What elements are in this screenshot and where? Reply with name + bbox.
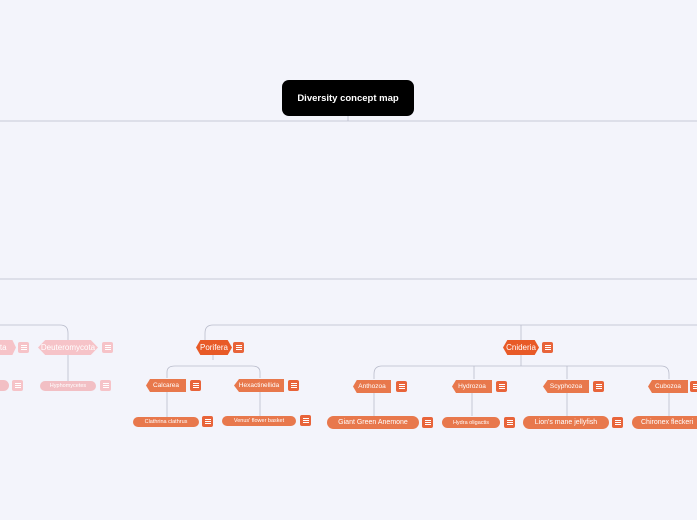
topic-label: Cubozoa	[654, 383, 682, 390]
topic-label: Cnideria	[506, 343, 536, 352]
topic-lions-mane-jellyfish[interactable]: Lion's mane jellyfish	[523, 416, 609, 429]
note-icon[interactable]	[288, 380, 299, 391]
connector-line	[166, 355, 261, 378]
topic-hydrozoa[interactable]: Hydrozoa	[452, 380, 492, 393]
topic-label: Lion's mane jellyfish	[534, 419, 598, 426]
connector-line	[204, 324, 697, 341]
topic-hyphomycetes[interactable]: Hyphomycetes	[40, 381, 96, 391]
note-icon[interactable]	[422, 417, 433, 428]
note-icon[interactable]	[18, 342, 29, 353]
topic-label: ota	[0, 343, 7, 352]
topic-label: Venus' flower basket	[233, 418, 285, 424]
topic-label: Chironex fleckeri	[641, 419, 694, 426]
connector-line	[373, 355, 670, 379]
topic-porifera[interactable]: Porifera	[196, 340, 232, 355]
topic-partial-left-leaf[interactable]	[0, 380, 9, 391]
topic-cubozoa[interactable]: Cubozoa	[648, 380, 688, 393]
topic-label: Anthozoa	[358, 383, 386, 390]
topic-hexactinellida[interactable]: Hexactinellida	[234, 379, 284, 392]
topic-partial-left[interactable]: ota	[0, 340, 16, 355]
topic-label: Calcarea	[152, 382, 179, 389]
topic-label: Deuteromycota	[40, 343, 96, 352]
topic-venus-flower-basket[interactable]: Venus' flower basket	[222, 416, 296, 426]
root-topic-label: Diversity concept map	[297, 92, 399, 104]
topic-label: Clathrina clathrus	[144, 419, 188, 425]
note-icon[interactable]	[504, 417, 515, 428]
topic-label: Giant Green Anemone	[338, 419, 408, 426]
topic-label: Hydra oligactis	[452, 419, 490, 426]
topic-label: Hydrozoa	[458, 383, 486, 390]
note-icon[interactable]	[202, 416, 213, 427]
note-icon[interactable]	[612, 417, 623, 428]
note-icon[interactable]	[690, 381, 697, 392]
topic-cnideria[interactable]: Cnideria	[503, 340, 539, 355]
note-icon[interactable]	[396, 381, 407, 392]
note-icon[interactable]	[542, 342, 553, 353]
note-icon[interactable]	[233, 342, 244, 353]
topic-hydra-oligactis[interactable]: Hydra oligactis	[442, 417, 500, 428]
note-icon[interactable]	[190, 380, 201, 391]
note-icon[interactable]	[12, 380, 23, 391]
topic-label: Hyphomycetes	[49, 383, 87, 389]
note-icon[interactable]	[100, 380, 111, 391]
note-icon[interactable]	[300, 415, 311, 426]
topic-giant-green-anemone[interactable]: Giant Green Anemone	[327, 416, 419, 429]
root-topic[interactable]: Diversity concept map	[282, 80, 414, 116]
note-icon[interactable]	[102, 342, 113, 353]
note-icon[interactable]	[593, 381, 604, 392]
topic-scyphozoa[interactable]: Scyphozoa	[543, 380, 589, 393]
topic-label: Porifera	[199, 343, 228, 352]
topic-calcarea[interactable]: Calcarea	[146, 379, 186, 392]
topic-clathrina-clathrus[interactable]: Clathrina clathrus	[133, 417, 199, 427]
topic-label: Scyphozoa	[549, 383, 583, 390]
topic-chironex-fleckeri[interactable]: Chironex fleckeri	[632, 416, 697, 429]
note-icon[interactable]	[496, 381, 507, 392]
connector-line	[0, 324, 69, 341]
topic-label: Hexactinellida	[238, 382, 280, 389]
topic-deuteromycota[interactable]: Deuteromycota	[38, 340, 98, 355]
topic-anthozoa[interactable]: Anthozoa	[353, 380, 391, 393]
